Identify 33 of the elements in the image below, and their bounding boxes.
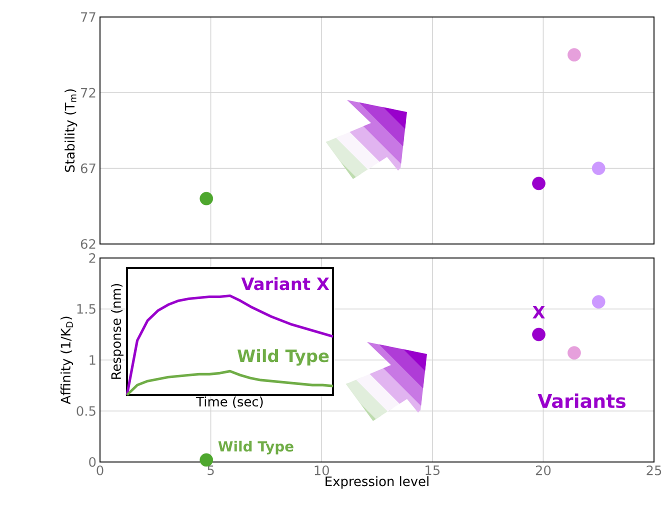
point (568, 346, 581, 360)
annotation: X (532, 306, 545, 318)
series-label: Wild Type (237, 349, 329, 366)
point (200, 192, 214, 206)
point (592, 295, 606, 309)
y-tick-label: 1.5 (77, 304, 96, 314)
point (592, 162, 606, 175)
x-axis-title: Expression level (326, 476, 428, 489)
y-axis-title: Stability (T$_{m}$) (64, 89, 78, 172)
annotation: Wild Type (218, 440, 294, 454)
x-tick-label: 0 (96, 466, 104, 476)
series-label: Variant X (241, 277, 330, 290)
point (200, 453, 214, 467)
point (532, 176, 546, 190)
x-tick-label: 25 (646, 466, 662, 476)
y-tick-label: 2 (89, 253, 96, 263)
x-tick-label: 10 (314, 466, 329, 476)
point (568, 48, 581, 62)
point (532, 328, 546, 342)
y-tick-label: 62 (80, 239, 96, 249)
y-tick-label: 67 (80, 163, 96, 174)
y-axis-title: Response (nm) (110, 284, 124, 379)
y-tick-label: 1 (90, 355, 96, 365)
x-tick-label: 15 (426, 466, 440, 476)
x-axis-title: Time (sec) (196, 396, 263, 408)
annotation: Variants (538, 393, 626, 408)
y-axis-title: Affinity (1/K$_{D}$) (60, 316, 74, 404)
x-tick-label: 5 (208, 466, 214, 476)
y-tick-label: 0 (89, 457, 96, 467)
y-tick-label: 77 (81, 12, 96, 22)
y-tick-label: 72 (81, 88, 96, 98)
y-tick-label: 0.5 (76, 406, 96, 416)
x-tick-label: 20 (536, 466, 551, 476)
